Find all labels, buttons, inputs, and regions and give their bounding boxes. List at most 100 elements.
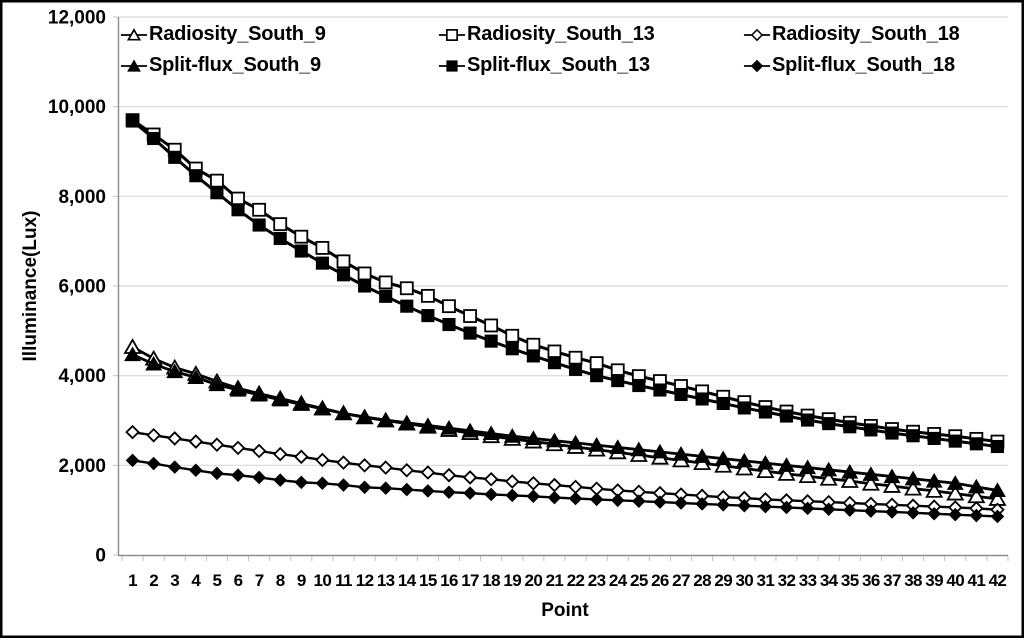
data-point-marker: [400, 482, 414, 497]
data-point-marker: [484, 487, 498, 502]
legend-item-radiosity-south-13: Radiosity_South_13: [438, 19, 743, 50]
data-point-marker: [885, 426, 899, 440]
y-tick-label: 6,000: [58, 277, 106, 298]
data-point-marker: [419, 417, 437, 432]
data-point-marker: [862, 466, 880, 481]
data-point-marker: [758, 405, 772, 419]
data-point-marker: [272, 446, 288, 462]
data-point-marker: [399, 281, 414, 296]
data-point-marker: [885, 505, 899, 519]
data-point-marker: [188, 434, 204, 449]
data-point-marker: [737, 401, 751, 415]
data-point-marker: [463, 326, 477, 340]
data-point-marker: [335, 405, 352, 420]
data-point-marker: [990, 509, 1005, 524]
open-triangle-marker-icon: [120, 27, 148, 41]
y-tick-label: 4,000: [58, 366, 106, 387]
series-Split-flux_South_13: [125, 114, 1005, 454]
data-point-marker: [484, 334, 498, 348]
filled-diamond-marker-icon: [743, 59, 771, 72]
x-tick-label: 17: [461, 571, 479, 590]
data-point-marker: [187, 369, 205, 385]
series-Radiosity_South_18: [125, 424, 1005, 517]
data-point-marker: [861, 474, 880, 491]
data-point-marker: [504, 474, 520, 489]
data-point-marker: [799, 459, 817, 475]
legend-label: Radiosity_South_13: [467, 23, 655, 45]
data-point-marker: [356, 408, 374, 424]
x-tick-label: 2: [149, 571, 158, 590]
x-tick-label: 21: [546, 571, 564, 590]
data-point-marker: [737, 498, 752, 513]
x-tick-label: 13: [377, 571, 395, 590]
x-tick-label: 15: [419, 571, 437, 590]
data-point-marker: [843, 420, 857, 434]
data-point-marker: [906, 506, 920, 520]
data-point-marker: [210, 186, 224, 200]
data-point-marker: [252, 202, 267, 217]
data-point-marker: [695, 497, 709, 511]
y-tick-label: 2,000: [58, 456, 106, 477]
data-point-marker: [336, 478, 351, 492]
legend: Radiosity_South_9 Radiosity_South_13 Rad…: [120, 19, 960, 81]
data-point-marker: [166, 363, 184, 379]
data-point-marker: [609, 439, 627, 454]
data-point-marker: [229, 381, 247, 397]
data-point-marker: [990, 439, 1005, 454]
data-point-marker: [398, 414, 416, 430]
data-point-marker: [357, 458, 372, 473]
data-point-marker: [693, 448, 711, 463]
data-point-marker: [589, 356, 604, 371]
data-point-marker: [231, 203, 245, 217]
x-tick-label: 33: [799, 571, 817, 590]
data-point-marker: [778, 457, 795, 472]
open-diamond-marker-icon: [743, 28, 771, 41]
x-tick-label: 34: [820, 571, 839, 590]
legend-label: Split-flux_South_18: [772, 54, 955, 76]
data-point-marker: [588, 437, 606, 452]
x-tick-label: 5: [212, 571, 221, 590]
data-point-marker: [779, 409, 794, 423]
data-point-marker: [547, 344, 562, 359]
x-tick-label: 35: [841, 571, 859, 590]
data-point-marker: [716, 396, 730, 411]
data-point-marker: [145, 355, 163, 371]
x-tick-label: 16: [440, 571, 458, 590]
x-tick-label: 7: [255, 571, 264, 590]
legend-label: Radiosity_South_9: [149, 23, 326, 45]
data-point-marker: [378, 481, 393, 495]
data-point-marker: [653, 495, 667, 509]
x-tick-label: 27: [672, 571, 690, 590]
data-point-marker: [547, 490, 562, 505]
data-point-marker: [420, 288, 435, 303]
data-point-marker: [167, 460, 182, 474]
data-point-marker: [568, 362, 583, 376]
data-point-marker: [146, 456, 161, 471]
x-tick-label: 8: [276, 571, 285, 590]
data-point-marker: [882, 477, 902, 493]
data-point-marker: [632, 378, 646, 393]
data-point-marker: [484, 318, 499, 333]
x-axis-title: Point: [541, 600, 589, 621]
data-point-marker: [251, 443, 267, 459]
data-point-marker: [632, 494, 646, 508]
data-point-marker: [946, 475, 964, 490]
x-tick-label: 36: [862, 571, 880, 590]
data-point-marker: [840, 472, 859, 488]
data-point-marker: [315, 256, 329, 270]
x-tick-label: 41: [967, 571, 985, 590]
data-point-marker: [969, 508, 984, 523]
data-point-marker: [357, 480, 372, 495]
data-point-marker: [589, 492, 604, 507]
data-point-marker: [630, 441, 648, 457]
data-point-marker: [925, 472, 943, 488]
data-point-marker: [904, 479, 923, 496]
data-point-marker: [230, 440, 246, 456]
data-point-marker: [313, 400, 331, 416]
data-point-marker: [124, 346, 141, 362]
data-point-marker: [252, 470, 266, 485]
data-point-marker: [800, 501, 815, 516]
data-point-marker: [167, 431, 183, 446]
data-point-marker: [547, 356, 562, 370]
